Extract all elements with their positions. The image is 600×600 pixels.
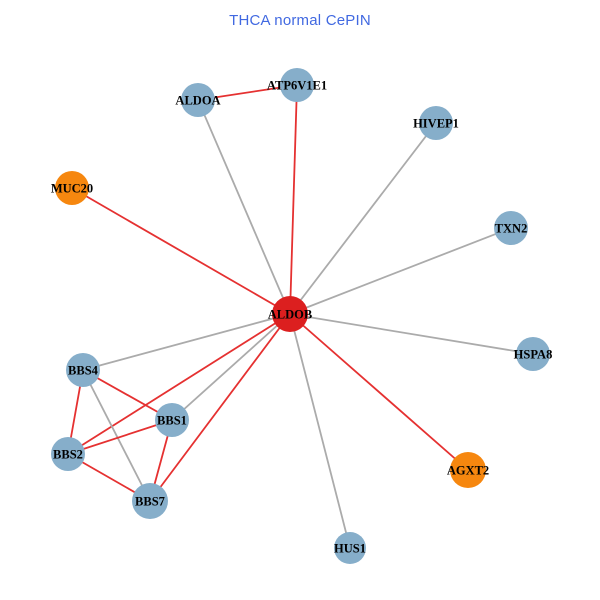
edge-BBS1-BBS2 [67, 419, 173, 455]
node-TXN2 [494, 211, 528, 245]
node-MUC20 [55, 171, 89, 205]
node-BBS1 [155, 403, 189, 437]
node-HUS1 [334, 532, 366, 564]
edge-ALDOB-TXN2 [289, 227, 512, 315]
edge-BBS4-BBS7 [82, 369, 151, 502]
edge-ALDOB-HSPA8 [289, 313, 534, 355]
node-ALDOB [272, 296, 308, 332]
node-BBS4 [66, 353, 100, 387]
node-BBS2 [51, 437, 85, 471]
node-ATP6V1E1 [280, 68, 314, 102]
edge-ALDOB-HUS1 [289, 313, 351, 549]
edge-ALDOB-HIVEP1 [289, 122, 437, 315]
plot-title: THCA normal CePIN [229, 12, 371, 29]
node-HSPA8 [516, 337, 550, 371]
node-HIVEP1 [419, 106, 453, 140]
edge-ALDOB-MUC20 [71, 187, 291, 315]
edge-ALDOB-ATP6V1E1 [289, 84, 298, 315]
edge-ALDOB-ALDOA [197, 99, 291, 315]
node-ALDOA [181, 83, 215, 117]
edge-ALDOB-AGXT2 [289, 313, 469, 471]
edge-ALDOB-BBS7 [149, 313, 291, 502]
node-AGXT2 [450, 452, 486, 488]
edge-ALDOB-BBS2 [67, 313, 291, 455]
edge-ALDOB-BBS4 [82, 313, 291, 371]
node-BBS7 [132, 483, 168, 519]
edge-BBS4-BBS1 [82, 369, 173, 421]
edge-ALDOB-BBS1 [171, 313, 291, 421]
